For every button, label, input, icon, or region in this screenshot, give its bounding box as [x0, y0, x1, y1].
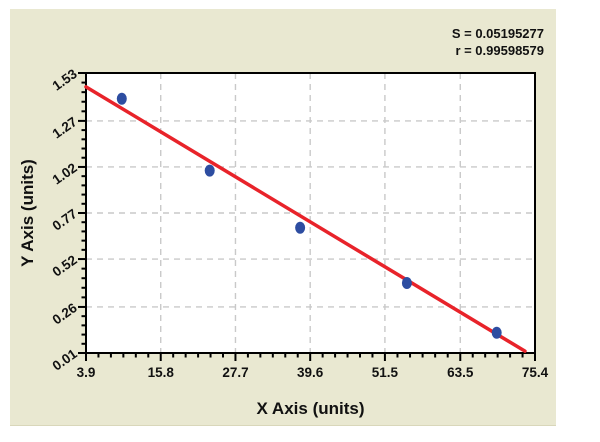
y-tick-label: 0.26: [50, 300, 81, 328]
data-points: [116, 92, 502, 339]
y-tick-label: 0.52: [50, 252, 80, 279]
stat-s-value: S = 0.05195277: [451, 26, 544, 41]
y-axis-title: Y Axis (units): [18, 159, 37, 267]
y-tick-label: 0.77: [50, 206, 80, 233]
x-tick-label: 63.5: [447, 365, 474, 380]
data-point: [116, 92, 127, 105]
y-tick-label: 1.02: [50, 160, 80, 187]
data-point: [491, 326, 502, 339]
data-point: [401, 277, 412, 289]
y-tick-label: 1.27: [50, 114, 80, 141]
x-tick-label: 51.5: [372, 365, 399, 380]
y-tick-label: 1.53: [50, 66, 81, 94]
y-tick-label: 0.01: [50, 346, 81, 374]
stat-r-value: r = 0.99598579: [455, 43, 544, 58]
x-tick-label: 75.4: [522, 365, 549, 380]
x-tick-label: 3.9: [77, 365, 96, 380]
fit-statistics: S = 0.05195277 r = 0.99598579: [452, 25, 544, 59]
axis-ticks: [78, 72, 536, 361]
data-point: [204, 164, 215, 177]
x-tick-label: 39.6: [297, 365, 324, 380]
grid-lines: [86, 73, 535, 353]
data-point: [295, 221, 306, 234]
x-tick-label: 15.8: [148, 365, 175, 380]
regression-line: [84, 85, 527, 353]
x-axis-title: X Axis (units): [256, 399, 365, 418]
x-tick-label: 27.7: [222, 365, 248, 380]
